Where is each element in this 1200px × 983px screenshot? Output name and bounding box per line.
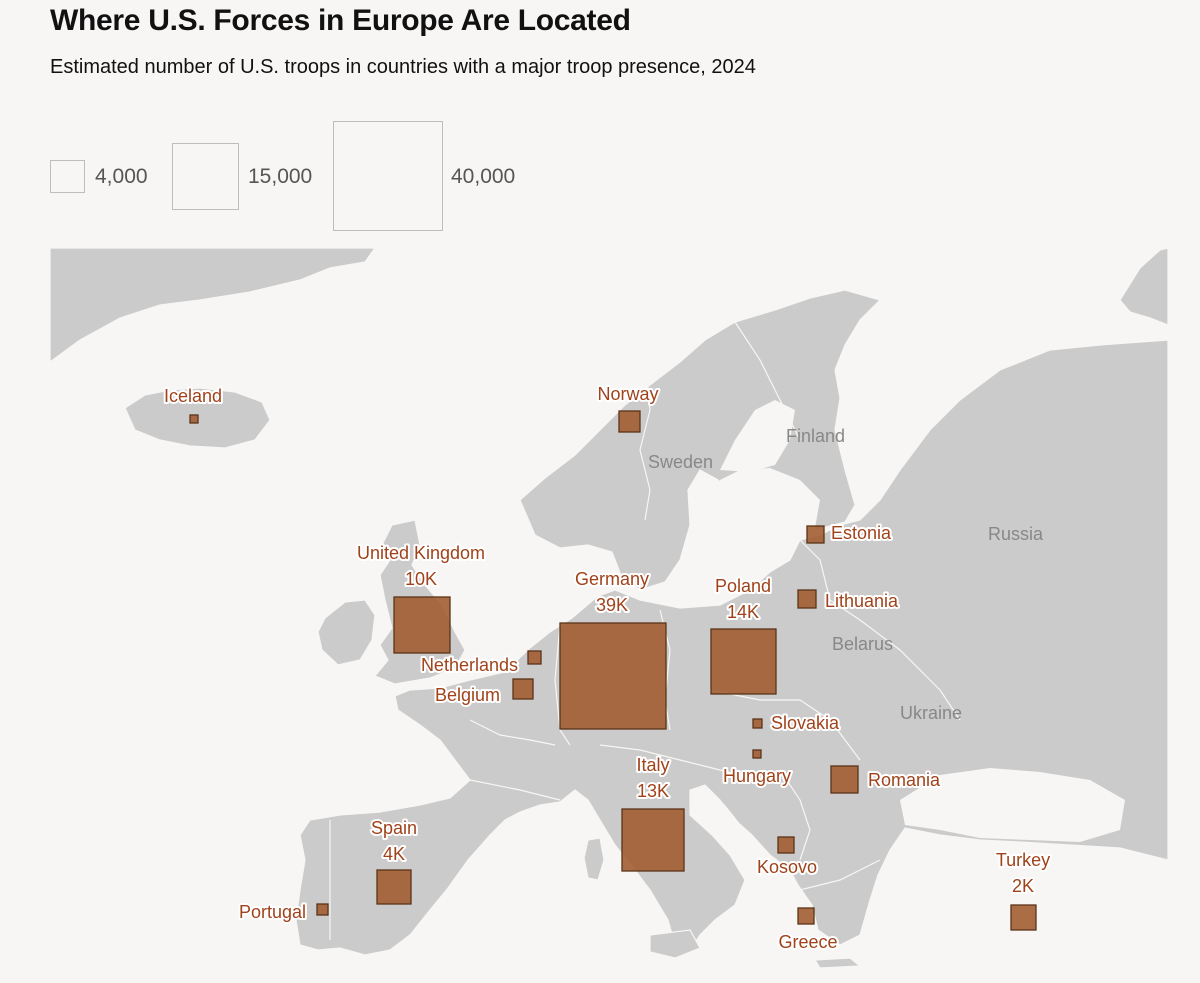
marker-estonia — [806, 525, 825, 544]
label-norway: Norway — [597, 384, 658, 404]
marker-portugal — [316, 903, 329, 916]
label-turkey: Turkey — [996, 850, 1050, 870]
legend-square-large — [333, 121, 443, 231]
legend-square-small — [50, 160, 85, 193]
value-germany: 39K — [596, 595, 628, 615]
label-greece: Greece — [778, 932, 837, 952]
label-lithuania: Lithuania — [825, 591, 899, 611]
label-sweden: Sweden — [648, 452, 713, 472]
label-slovakia: Slovakia — [771, 713, 840, 733]
marker-norway — [618, 410, 641, 433]
corsica-sardinia — [583, 837, 605, 881]
marker-lithuania — [797, 589, 817, 609]
marker-hungary — [752, 749, 762, 759]
marker-turkey — [1010, 904, 1037, 931]
marker-spain — [376, 869, 412, 905]
label-ukraine: Ukraine — [900, 703, 962, 723]
baltic-sea — [690, 468, 820, 578]
legend-label-small: 4,000 — [95, 165, 148, 188]
label-italy: Italy — [636, 755, 669, 775]
label-hungary: Hungary — [723, 766, 791, 786]
crete — [813, 957, 862, 969]
label-estonia: Estonia — [831, 523, 892, 543]
label-poland: Poland — [715, 576, 771, 596]
label-spain: Spain — [371, 818, 417, 838]
label-netherlands: Netherlands — [421, 655, 518, 675]
value-turkey: 2K — [1012, 876, 1034, 896]
label-portugal: Portugal — [239, 902, 306, 922]
value-spain: 4K — [383, 844, 405, 864]
black-sea — [900, 768, 1125, 842]
value-united-kingdom: 10K — [405, 569, 437, 589]
value-poland: 14K — [727, 602, 759, 622]
adriatic-sea — [690, 785, 760, 862]
marker-iceland — [189, 414, 199, 424]
label-romania: Romania — [868, 770, 941, 790]
legend-label-large: 40,000 — [451, 165, 516, 188]
marker-germany — [559, 622, 667, 730]
sicily — [649, 929, 701, 959]
legend-label-medium: 15,000 — [248, 165, 313, 188]
label-russia: Russia — [988, 524, 1044, 544]
gulf-of-bothnia — [720, 400, 795, 472]
label-united-kingdom: United Kingdom — [357, 543, 485, 563]
label-belgium: Belgium — [435, 685, 500, 705]
marker-netherlands — [527, 650, 542, 665]
marker-slovakia — [752, 718, 763, 729]
marker-romania — [830, 765, 859, 794]
value-italy: 13K — [637, 781, 669, 801]
marker-united-kingdom — [393, 596, 451, 654]
arctic-islands — [1119, 248, 1168, 326]
marker-italy — [621, 808, 685, 872]
marker-kosovo — [777, 836, 795, 854]
marker-poland — [710, 628, 777, 695]
marker-greece — [797, 907, 815, 925]
chart-subtitle: Estimated number of U.S. troops in count… — [50, 56, 756, 78]
label-belarus: Belarus — [832, 634, 893, 654]
ireland-landmass — [317, 599, 376, 666]
label-iceland: Iceland — [164, 386, 222, 406]
marker-belgium — [512, 678, 534, 700]
label-germany: Germany — [575, 569, 649, 589]
legend-square-medium — [172, 143, 239, 210]
label-kosovo: Kosovo — [757, 857, 817, 877]
greenland-landmass — [50, 248, 376, 363]
chart-title: Where U.S. Forces in Europe Are Located — [50, 4, 631, 37]
label-finland: Finland — [786, 426, 845, 446]
